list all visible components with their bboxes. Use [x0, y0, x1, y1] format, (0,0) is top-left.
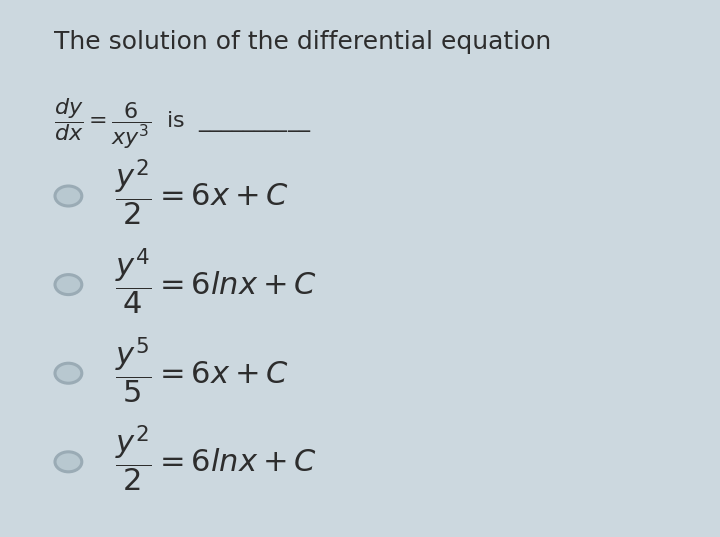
Text: $\dfrac{dy}{dx} = \dfrac{6}{xy^3}$  is  __________: $\dfrac{dy}{dx} = \dfrac{6}{xy^3}$ is __… [54, 97, 312, 151]
Circle shape [55, 363, 82, 383]
Text: $\dfrac{y^2}{2} = 6\mathit{ln}x + C$: $\dfrac{y^2}{2} = 6\mathit{ln}x + C$ [115, 424, 317, 494]
Circle shape [55, 274, 82, 295]
Text: $\dfrac{y^5}{5} = 6x + C$: $\dfrac{y^5}{5} = 6x + C$ [115, 336, 289, 405]
Text: $\dfrac{y^2}{2} = 6x + C$: $\dfrac{y^2}{2} = 6x + C$ [115, 158, 289, 228]
Circle shape [55, 452, 82, 472]
Text: The solution of the differential equation: The solution of the differential equatio… [54, 30, 552, 54]
Circle shape [55, 186, 82, 206]
Text: $\dfrac{y^4}{4} = 6\mathit{ln}x + C$: $\dfrac{y^4}{4} = 6\mathit{ln}x + C$ [115, 247, 317, 317]
